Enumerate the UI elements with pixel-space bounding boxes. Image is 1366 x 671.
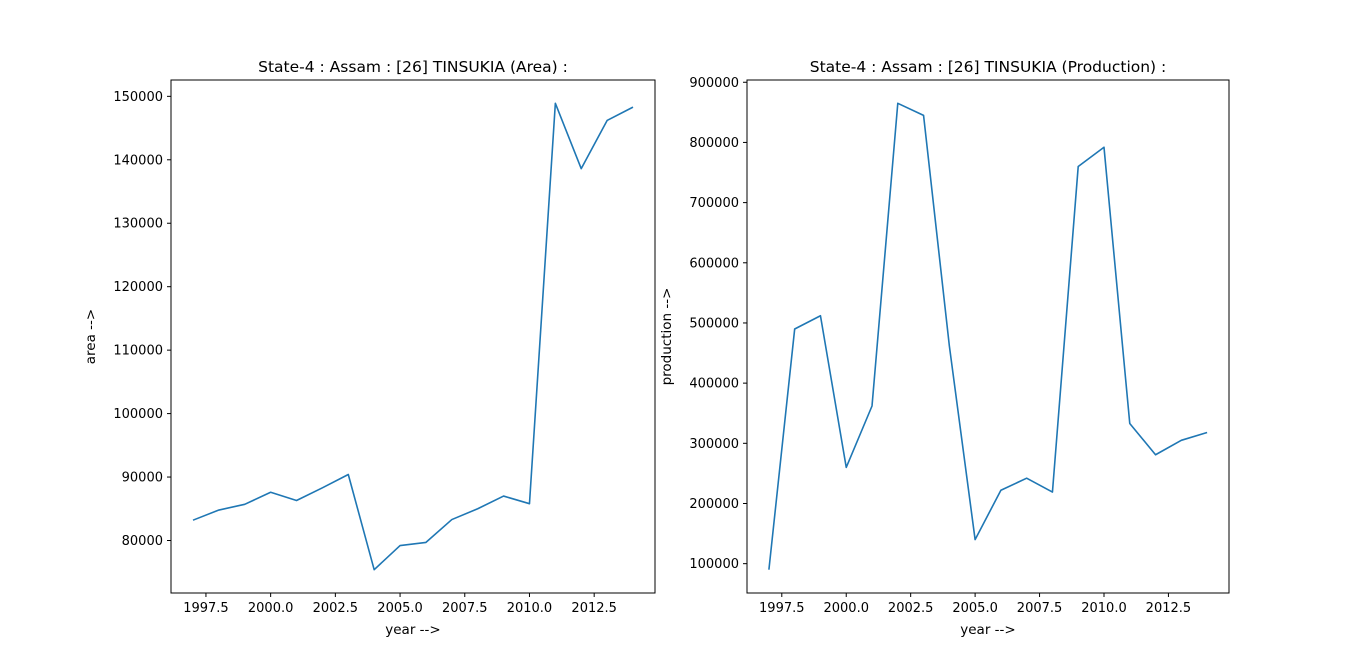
x-tick-label: 2002.5 [888,601,934,616]
y-tick-label: 300000 [689,437,739,452]
x-tick-label: 2012.5 [571,601,617,616]
chart-title-area: State-4 : Assam : [26] TINSUKIA (Area) : [258,58,568,76]
y-tick-label: 80000 [122,534,163,549]
x-axis-label: year --> [385,622,440,638]
y-tick-label: 500000 [689,316,739,331]
y-tick-label: 120000 [113,280,163,295]
y-tick-label: 140000 [113,153,163,168]
y-tick-label: 100000 [689,557,739,572]
y-tick-label: 130000 [113,217,163,232]
x-tick-label: 1997.5 [759,601,805,616]
y-tick-label: 600000 [689,256,739,271]
plot-frame [746,79,1230,594]
y-axis-label: area --> [83,309,99,364]
production-series-line [768,102,1208,570]
x-tick-label: 2007.5 [442,601,488,616]
y-tick-label: 150000 [113,90,163,105]
x-tick-label: 2005.0 [952,601,998,616]
y-tick-label: 400000 [689,377,739,392]
x-tick-label: 1997.5 [183,601,229,616]
x-tick-label: 2010.0 [1081,601,1127,616]
y-tick-label: 700000 [689,196,739,211]
y-tick-label: 900000 [689,76,739,91]
x-tick-label: 2010.0 [507,601,553,616]
area-series-line [192,102,634,571]
x-tick-label: 2000.0 [823,601,869,616]
chart-area: 1997.5 2000.0 2002.5 2005.0 2007.5 2010.0 2012… [83,58,656,638]
y-axis-label: production --> [659,288,675,386]
chart-production: 1997.5 2000.0 2002.5 2005.0 2007.5 2010.0 2012… [659,58,1230,638]
y-tick-label: 200000 [689,497,739,512]
x-tick-label: 2012.5 [1146,601,1192,616]
x-tick-label: 2000.0 [248,601,294,616]
chart-title-production: State-4 : Assam : [26] TINSUKIA (Product… [810,58,1167,76]
x-tick-label: 2007.5 [1017,601,1063,616]
y-tick-label: 100000 [113,407,163,422]
x-tick-label: 2002.5 [313,601,359,616]
x-axis-label: year --> [960,622,1015,638]
y-tick-label: 800000 [689,136,739,151]
plot-frame [170,79,656,594]
y-tick-label: 90000 [122,471,163,486]
y-tick-label: 110000 [113,344,163,359]
x-tick-label: 2005.0 [377,601,423,616]
